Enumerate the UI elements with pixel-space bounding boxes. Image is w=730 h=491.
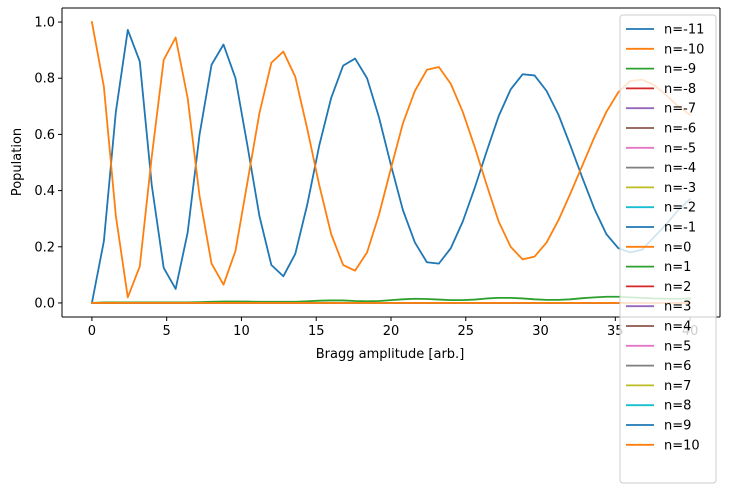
x-axis-ticks: 0510152025303540 (88, 317, 698, 339)
x-tick-label: 25 (457, 324, 474, 339)
y-axis-title: Population (10, 128, 25, 196)
legend-items: n=-11 n=-10 n=-9 n=-8 n=-7 n=-6 n=-5 n=-4 n=-3 n=… (626, 23, 704, 453)
legend-label: n=4 (664, 320, 691, 335)
x-tick-label: 30 (532, 324, 549, 339)
legend-label: n=8 (664, 399, 691, 414)
x-tick-label: 20 (383, 324, 400, 339)
y-tick-label: 0.4 (34, 184, 55, 199)
y-tick-label: 1.0 (34, 16, 55, 31)
legend-label: n=-5 (664, 141, 696, 156)
x-tick-label: 15 (308, 324, 325, 339)
legend-label: n=-9 (664, 62, 696, 77)
series-line-n=0 (90, 21, 692, 299)
y-tick-label: 0.8 (34, 72, 55, 87)
y-tick-label: 0.6 (34, 128, 55, 143)
legend-label: n=7 (664, 379, 691, 394)
legend-label: n=-6 (664, 122, 696, 137)
x-tick-label: 0 (88, 324, 96, 339)
x-tick-label: 35 (607, 324, 624, 339)
legend-label: n=1 (664, 260, 691, 275)
x-tick-label: 10 (233, 324, 250, 339)
y-tick-label: 0.0 (34, 296, 55, 311)
y-axis-ticks: 0.0 0.2 0.4 0.6 0.8 1.0 (34, 16, 62, 311)
legend-label: n=-10 (664, 42, 704, 57)
legend-label: n=0 (664, 240, 691, 255)
legend-label: n=3 (664, 300, 691, 315)
legend-label: n=10 (664, 438, 700, 453)
legend-label: n=-11 (664, 23, 704, 38)
legend-label: n=9 (664, 419, 691, 434)
legend: n=-11 n=-10 n=-9 n=-8 n=-7 n=-6 n=-5 n=-4 n=-3 n=… (619, 14, 717, 484)
legend-label: n=-3 (664, 181, 696, 196)
legend-label: n=-1 (664, 221, 696, 236)
legend-label: n=2 (664, 280, 691, 295)
x-axis-title: Bragg amplitude [arb.] (316, 347, 465, 362)
legend-label: n=-8 (664, 82, 696, 97)
x-tick-label: 5 (163, 324, 171, 339)
legend-label: n=-2 (664, 201, 696, 216)
legend-label: n=-4 (664, 161, 696, 176)
legend-label: n=-7 (664, 102, 696, 117)
y-tick-label: 0.2 (34, 240, 55, 255)
legend-label: n=5 (664, 339, 691, 354)
series-layer (90, 21, 692, 305)
legend-label: n=6 (664, 359, 691, 374)
